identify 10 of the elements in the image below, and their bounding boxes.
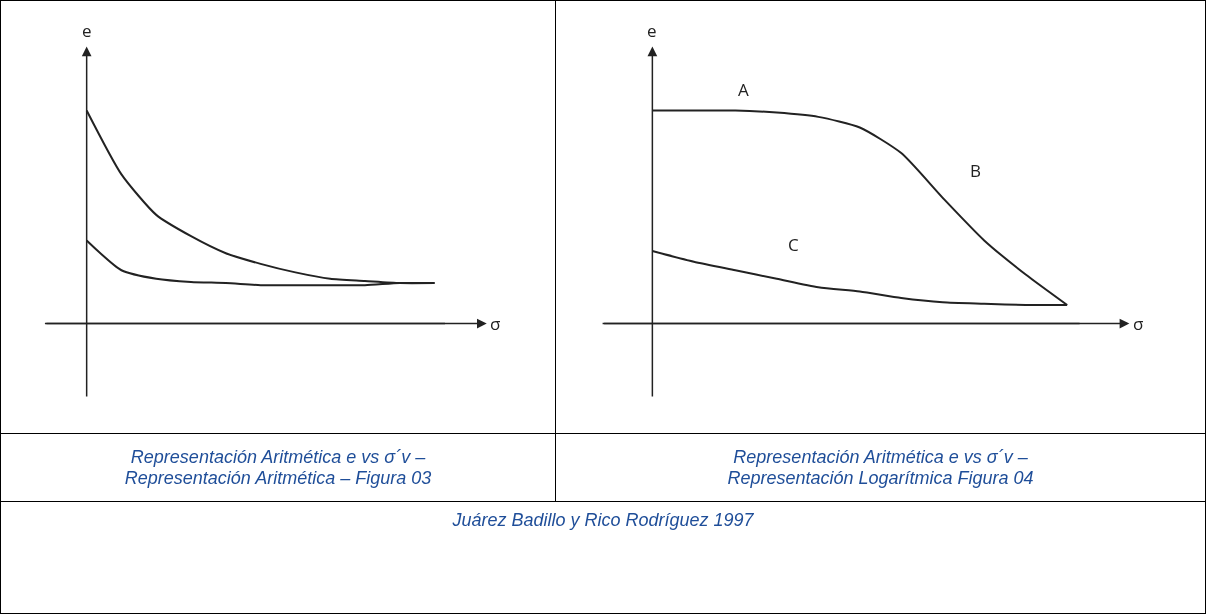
text: A: [738, 78, 749, 101]
x-axis-title: σ: [490, 312, 501, 335]
text: Representación Aritmética e vs σ´v – Representación Logarítmica Figura 04: [556, 433, 1205, 501]
x-axis-title: σ: [1133, 312, 1144, 335]
text: Juárez Badillo y Rico Rodríguez 1997: [1, 501, 1205, 531]
annotation: C: [788, 233, 799, 256]
y-axis-title: e: [647, 19, 657, 42]
y-axis-title: e: [82, 19, 92, 42]
annotation: B: [970, 159, 981, 182]
text: Representación Aritmética e vs σ´v – Representación Aritmética – Figura 03: [1, 433, 555, 501]
